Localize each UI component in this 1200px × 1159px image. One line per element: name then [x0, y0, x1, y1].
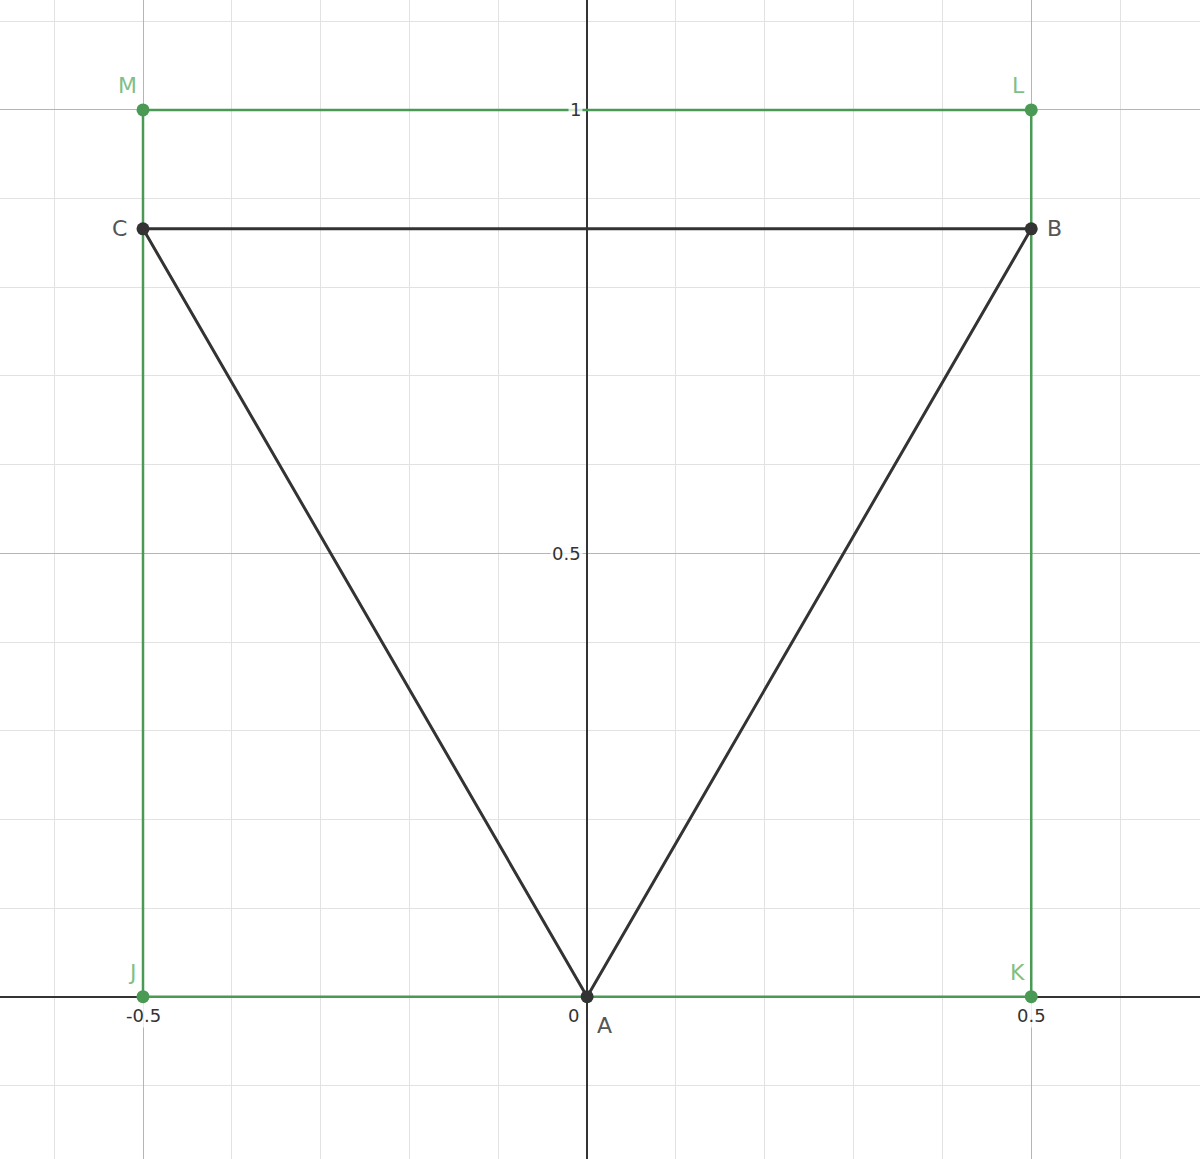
svg-text:B: B — [1047, 216, 1062, 241]
svg-text:A: A — [597, 1013, 612, 1038]
svg-text:-0.5: -0.5 — [126, 1005, 161, 1026]
svg-text:J: J — [128, 960, 137, 985]
svg-text:1: 1 — [570, 99, 581, 120]
svg-text:0.5: 0.5 — [1017, 1005, 1046, 1026]
svg-text:M: M — [118, 73, 137, 98]
svg-text:0.5: 0.5 — [552, 543, 581, 564]
svg-text:C: C — [112, 216, 127, 241]
svg-text:L: L — [1012, 73, 1025, 98]
svg-text:K: K — [1010, 960, 1025, 985]
svg-text:0: 0 — [568, 1005, 579, 1026]
